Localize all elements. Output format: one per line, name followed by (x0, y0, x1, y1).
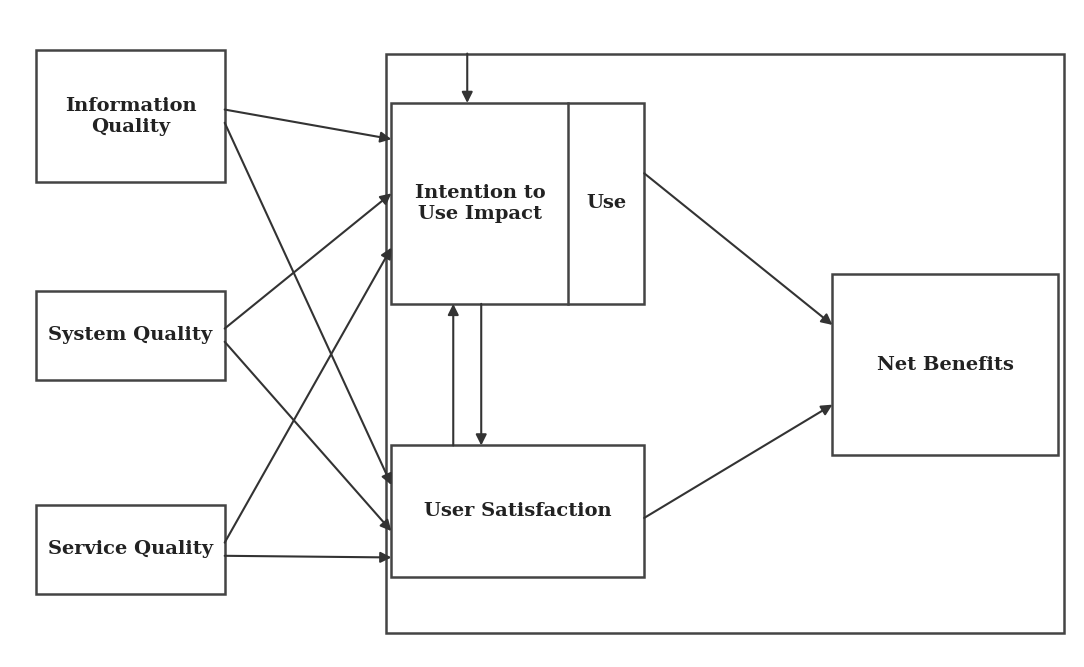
Text: Use: Use (586, 194, 627, 212)
Bar (37, 291, 224, 380)
Text: Net Benefits: Net Benefits (877, 356, 1014, 374)
Text: System Quality: System Quality (49, 326, 212, 344)
Bar (391, 103, 644, 304)
Text: Intention to
Use Impact: Intention to Use Impact (414, 184, 545, 223)
Text: Service Quality: Service Quality (48, 540, 214, 558)
Text: User Satisfaction: User Satisfaction (424, 502, 611, 520)
Text: Information
Quality: Information Quality (65, 97, 196, 135)
Bar (386, 53, 1063, 633)
Bar (37, 505, 224, 594)
Bar (833, 274, 1058, 456)
Bar (37, 50, 224, 182)
Bar (391, 446, 644, 577)
